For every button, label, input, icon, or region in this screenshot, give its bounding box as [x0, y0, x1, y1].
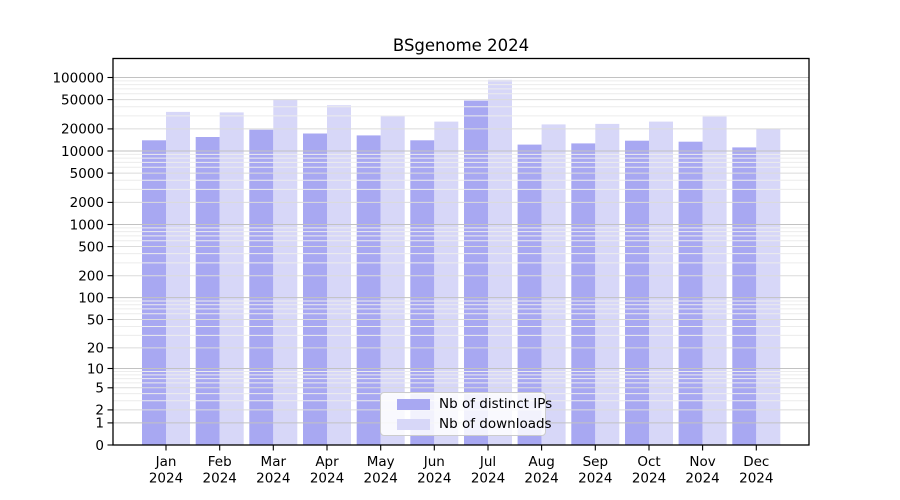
x-tick-label-month-jun: Jun — [423, 454, 445, 470]
bar-may-distinct-ips — [356, 135, 381, 445]
bar-oct-distinct-ips — [625, 140, 649, 445]
x-tick-label-month-nov: Nov — [689, 454, 715, 470]
y-tick-label-20000: 20000 — [61, 122, 104, 138]
bar-feb-downloads — [219, 112, 244, 446]
x-tick-label-year-sep: 2024 — [578, 471, 612, 487]
x-tick-label-month-jul: Jul — [479, 454, 496, 470]
bar-nov-downloads — [702, 116, 727, 445]
y-tick-label-500: 500 — [78, 239, 104, 255]
y-tick-label-2000: 2000 — [70, 195, 104, 211]
y-tick-label-20: 20 — [87, 341, 104, 357]
x-tick-label-year-feb: 2024 — [203, 471, 237, 487]
y-tick-label-1000: 1000 — [70, 217, 104, 233]
y-tick-label-100000: 100000 — [52, 70, 104, 86]
x-tick-label-year-jun: 2024 — [417, 471, 451, 487]
y-axis: 1000005000020000100005000200010005002001… — [52, 70, 113, 454]
x-tick-label-month-may: May — [367, 454, 395, 470]
legend-label-distinct-ips: Nb of distinct IPs — [439, 395, 553, 412]
bar-jan-downloads — [166, 111, 190, 446]
plot-border — [112, 57, 810, 446]
x-tick-label-year-jul: 2024 — [471, 471, 505, 487]
chart-title: BSgenome 2024 — [393, 36, 529, 55]
x-tick-label-year-apr: 2024 — [310, 471, 344, 487]
x-tick-label-month-aug: Aug — [528, 454, 554, 470]
x-tick-label-year-aug: 2024 — [524, 471, 558, 487]
gridlines-layer — [113, 77, 809, 424]
legend-swatch-distinct-ips — [397, 398, 430, 410]
bar-dec-downloads — [756, 128, 781, 445]
x-tick-label-month-jan: Jan — [155, 454, 177, 470]
x-tick-label-year-mar: 2024 — [256, 471, 290, 487]
bar-dec-distinct-ips — [732, 147, 757, 445]
legend-item-distinct-ips: Nb of distinct IPs — [397, 396, 552, 413]
x-tick-label-year-nov: 2024 — [685, 471, 719, 487]
x-tick-label-month-oct: Oct — [637, 454, 660, 470]
bar-feb-distinct-ips — [195, 137, 220, 445]
y-tick-label-5000: 5000 — [70, 166, 104, 182]
y-tick-label-200: 200 — [78, 269, 104, 285]
x-tick-label-month-sep: Sep — [583, 454, 608, 470]
x-tick-label-month-apr: Apr — [315, 454, 339, 470]
bar-sep-distinct-ips — [571, 143, 596, 445]
y-tick-label-1: 1 — [95, 416, 104, 432]
bar-may-downloads — [380, 115, 405, 446]
y-tick-label-100: 100 — [78, 291, 104, 307]
legend-label-downloads: Nb of downloads — [439, 415, 552, 432]
bar-oct-downloads — [649, 121, 673, 445]
bar-jun-downloads — [434, 121, 459, 445]
legend-item-downloads: Nb of downloads — [397, 416, 552, 433]
y-tick-label-5: 5 — [95, 381, 104, 397]
bar-apr-distinct-ips — [303, 133, 327, 445]
y-tick-label-50: 50 — [87, 312, 104, 328]
x-tick-label-month-mar: Mar — [261, 454, 287, 470]
bar-aug-downloads — [541, 124, 566, 446]
legend-swatch-downloads — [397, 418, 430, 430]
x-tick-label-year-oct: 2024 — [632, 471, 666, 487]
legend: Nb of distinct IPs Nb of downloads — [380, 392, 552, 436]
x-tick-label-year-dec: 2024 — [739, 471, 773, 487]
x-tick-label-year-jan: 2024 — [149, 471, 183, 487]
x-tick-label-month-dec: Dec — [743, 454, 769, 470]
y-tick-label-0: 0 — [95, 438, 104, 454]
bar-sep-downloads — [595, 123, 620, 446]
y-tick-label-10000: 10000 — [61, 144, 104, 160]
bar-apr-downloads — [327, 105, 351, 445]
bar-mar-distinct-ips — [249, 129, 274, 445]
bar-jan-distinct-ips — [142, 140, 166, 446]
y-tick-label-2: 2 — [95, 403, 104, 419]
x-tick-label-year-may: 2024 — [364, 471, 398, 487]
y-tick-label-50000: 50000 — [61, 92, 104, 108]
x-tick-label-month-feb: Feb — [208, 454, 232, 470]
bar-nov-distinct-ips — [678, 141, 703, 445]
y-tick-label-10: 10 — [87, 361, 104, 377]
x-axis: Jan2024Feb2024Mar2024Apr2024May2024Jun20… — [149, 445, 773, 487]
